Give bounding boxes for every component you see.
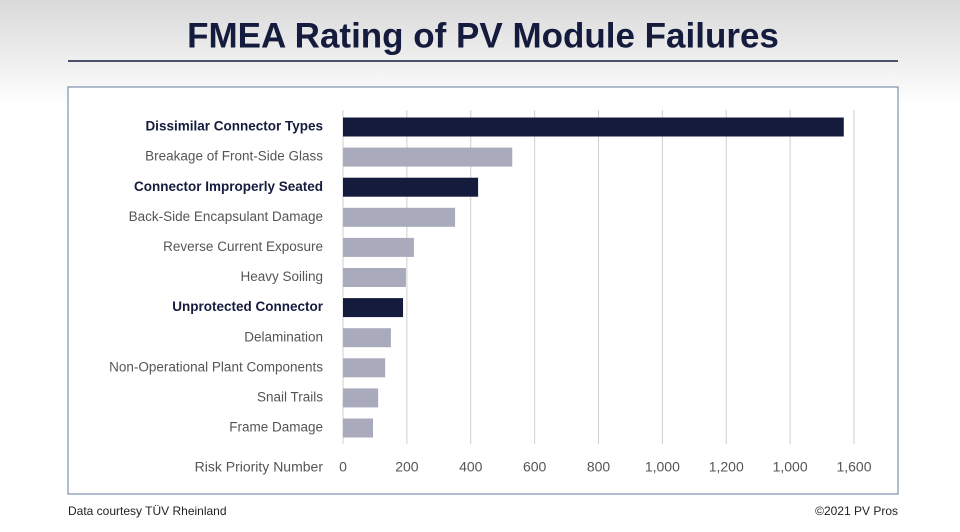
copyright: ©2021 PV Pros <box>815 504 898 518</box>
bar <box>343 207 456 227</box>
y-tick-label: Heavy Soiling <box>240 269 323 284</box>
x-tick-label: 1,000 <box>645 459 680 475</box>
bar <box>343 268 406 287</box>
x-tick-label: 800 <box>587 459 611 475</box>
y-tick-label: Non-Operational Plant Components <box>109 359 323 374</box>
y-tick-label: Connector Improperly Seated <box>134 179 323 194</box>
bar <box>343 388 379 408</box>
x-tick-label: 0 <box>339 459 347 475</box>
x-tick-label: 400 <box>459 459 483 475</box>
y-tick-label: Unprotected Connector <box>172 299 324 314</box>
bar <box>343 237 414 257</box>
x-tick-label: 1,000 <box>773 459 808 475</box>
bar <box>343 418 374 438</box>
source-note: Data courtesy TÜV Rheinland <box>68 504 227 518</box>
y-tick-label: Frame Damage <box>229 420 323 435</box>
x-tick-label: 200 <box>395 459 419 475</box>
y-tick-label: Delamination <box>244 329 323 344</box>
x-tick-label: 1,600 <box>836 459 871 475</box>
bar <box>343 298 404 318</box>
chart-title: FMEA Rating of PV Module Failures <box>187 16 779 55</box>
y-tick-label: Dissimilar Connector Types <box>145 119 323 134</box>
x-tick-label: 1,200 <box>709 459 744 475</box>
y-tick-label: Snail Trails <box>257 389 323 404</box>
bar <box>343 177 479 197</box>
bar <box>343 147 513 167</box>
y-tick-label: Reverse Current Exposure <box>163 239 323 254</box>
bar <box>343 328 391 348</box>
x-tick-label: 600 <box>523 459 547 475</box>
bar <box>343 117 844 137</box>
y-tick-label: Breakage of Front-Side Glass <box>145 149 323 164</box>
x-axis-label: Risk Priority Number <box>195 459 324 475</box>
bar <box>343 358 386 378</box>
y-tick-label: Back-Side Encapsulant Damage <box>129 209 323 224</box>
